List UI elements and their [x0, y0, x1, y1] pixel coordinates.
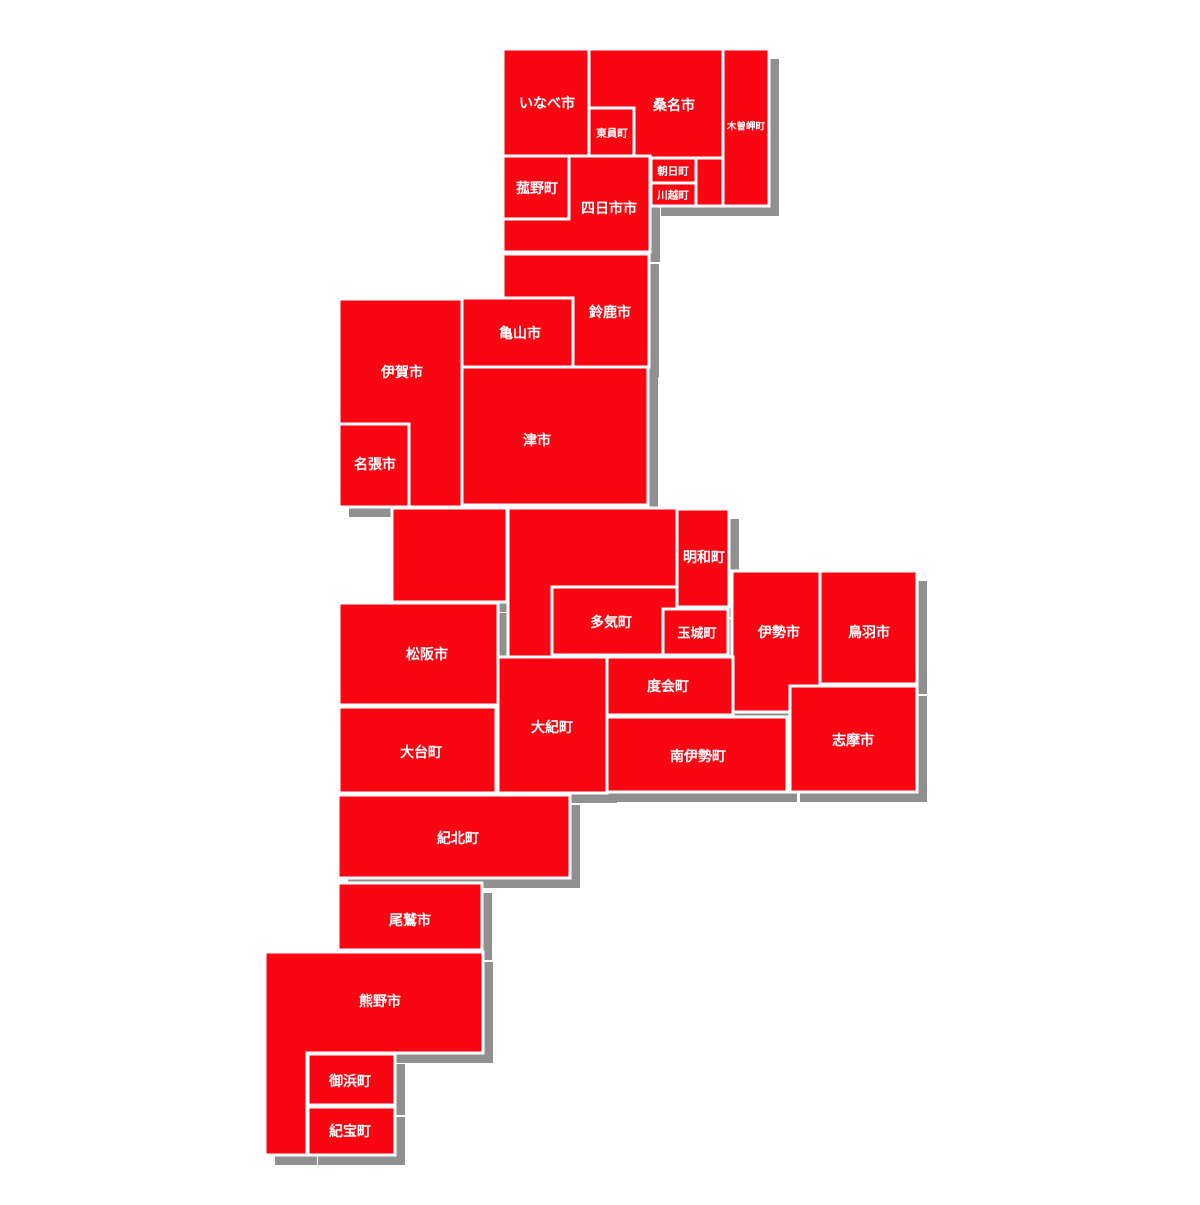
region-kameyama[interactable]	[460, 296, 575, 369]
region-owase[interactable]	[336, 881, 484, 952]
region-odai[interactable]	[337, 705, 498, 795]
region-kisosaki[interactable]	[721, 47, 771, 208]
region-shima[interactable]	[788, 684, 919, 794]
region-toba[interactable]	[818, 569, 919, 686]
region-inabe[interactable]	[501, 47, 591, 160]
region-watarai[interactable]	[605, 655, 735, 717]
region-taiki-town[interactable]	[496, 655, 609, 795]
region-nabari[interactable]	[337, 422, 411, 509]
region-kiho[interactable]	[306, 1105, 397, 1157]
region-matsusaka[interactable]	[337, 601, 500, 707]
region-komono[interactable]	[501, 154, 571, 221]
region-filler-north	[694, 156, 725, 208]
tile-layer	[263, 47, 919, 1157]
region-toin[interactable]	[587, 106, 636, 160]
region-kihoku[interactable]	[336, 793, 572, 880]
region-asahi[interactable]	[649, 156, 698, 185]
region-meiwa[interactable]	[675, 507, 731, 609]
region-filler-west	[390, 506, 509, 604]
region-taki[interactable]	[550, 585, 679, 657]
region-tamaki[interactable]	[661, 607, 730, 657]
region-tsu[interactable]	[460, 365, 650, 507]
region-minamiise[interactable]	[605, 715, 789, 794]
region-mihama[interactable]	[306, 1052, 397, 1107]
region-kawagoe[interactable]	[649, 181, 698, 208]
